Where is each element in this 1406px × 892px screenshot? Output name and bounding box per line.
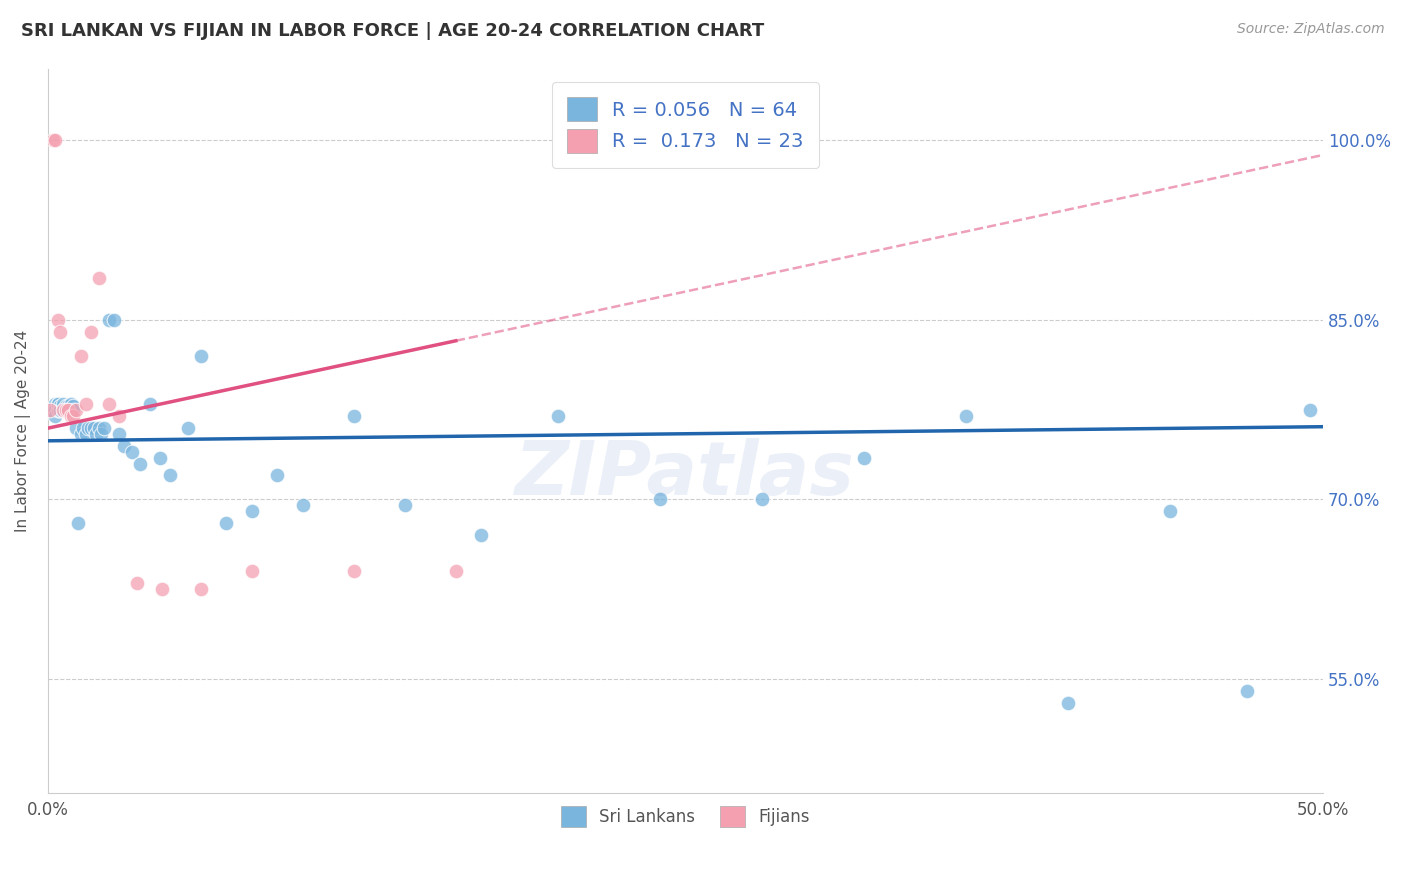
Point (42, 402, 65, 417)
Point (46, 313, 69, 327)
Point (444, 564, 467, 578)
Point (62, 402, 84, 417)
Point (46, 402, 69, 417)
Point (46, 397, 69, 411)
Point (42, 133, 65, 147)
Point (152, 582, 174, 597)
Point (46, 402, 69, 417)
Point (65, 420, 87, 434)
Point (190, 582, 212, 597)
Point (190, 349, 212, 363)
Point (52, 397, 75, 411)
Point (55, 402, 77, 417)
Point (80, 325, 103, 339)
Point (108, 409, 131, 423)
Point (55, 399, 77, 413)
Point (55, 402, 77, 417)
Point (39, 402, 62, 417)
Point (138, 397, 160, 411)
Point (59, 402, 82, 417)
Point (547, 409, 569, 423)
Point (97, 397, 120, 411)
Point (149, 450, 172, 465)
Point (97, 313, 120, 327)
Point (49, 402, 72, 417)
Point (240, 504, 263, 518)
Point (56, 399, 79, 413)
Point (56, 402, 79, 417)
Point (1236, 684, 1258, 698)
Point (215, 516, 238, 531)
Point (343, 564, 366, 578)
Point (59, 409, 82, 423)
Point (128, 457, 150, 471)
Point (65, 402, 87, 417)
Point (266, 468, 288, 483)
Point (52, 402, 75, 417)
Point (67, 516, 90, 531)
Point (177, 420, 200, 434)
Point (72, 420, 94, 434)
Point (955, 409, 977, 423)
Legend: Sri Lankans, Fijians: Sri Lankans, Fijians (553, 798, 818, 835)
Point (87, 420, 110, 434)
Point (343, 409, 366, 423)
Point (751, 492, 773, 507)
Point (108, 426, 131, 441)
Point (49, 402, 72, 417)
Point (49, 325, 72, 339)
Point (90, 426, 112, 441)
Point (83, 420, 105, 434)
Text: ZIPatlas: ZIPatlas (516, 438, 855, 510)
Point (56, 402, 79, 417)
Point (69, 426, 91, 441)
Point (394, 499, 416, 513)
Point (44, 409, 66, 423)
Point (75, 426, 97, 441)
Point (87, 271, 110, 285)
Point (52, 402, 75, 417)
Point (852, 450, 875, 465)
Point (1057, 696, 1080, 710)
Text: Source: ZipAtlas.com: Source: ZipAtlas.com (1237, 22, 1385, 37)
Y-axis label: In Labor Force | Age 20-24: In Labor Force | Age 20-24 (15, 329, 31, 532)
Point (1159, 504, 1181, 518)
Point (75, 397, 97, 411)
Point (291, 499, 314, 513)
Point (84, 426, 107, 441)
Point (80, 420, 103, 434)
Point (39, 402, 62, 417)
Point (77, 420, 100, 434)
Point (56, 402, 79, 417)
Point (470, 528, 492, 542)
Point (59, 397, 82, 411)
Point (52, 399, 75, 413)
Point (93, 420, 115, 434)
Point (159, 468, 181, 483)
Point (69, 349, 91, 363)
Point (42, 402, 65, 417)
Point (125, 576, 148, 591)
Point (121, 444, 143, 458)
Point (648, 492, 671, 507)
Point (49, 399, 72, 413)
Text: SRI LANKAN VS FIJIAN IN LABOR FORCE | AGE 20-24 CORRELATION CHART: SRI LANKAN VS FIJIAN IN LABOR FORCE | AG… (21, 22, 765, 40)
Point (62, 409, 84, 423)
Point (46, 397, 69, 411)
Point (44, 397, 66, 411)
Point (44, 402, 66, 417)
Point (240, 564, 263, 578)
Point (62, 399, 84, 413)
Point (1299, 402, 1322, 417)
Point (44, 133, 66, 147)
Point (112, 438, 135, 452)
Point (103, 313, 125, 327)
